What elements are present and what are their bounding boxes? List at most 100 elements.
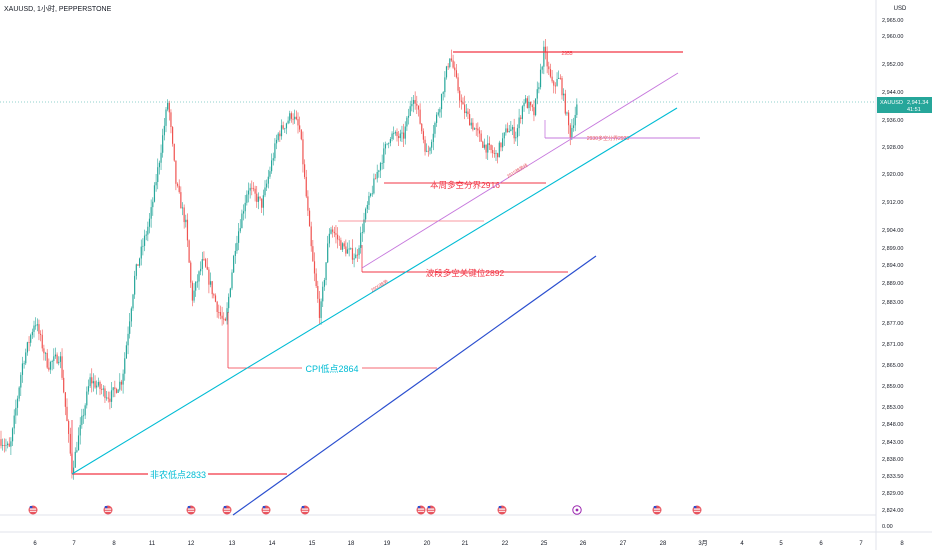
candle (41, 329, 43, 352)
level-2916[interactable]: 本周多空分界2916 (384, 180, 546, 190)
level-2833-nfp[interactable]: 非农低点2833 (71, 420, 287, 480)
candle (516, 124, 519, 147)
level-2864-cpi[interactable]: CPI低点2864 (227, 312, 437, 374)
economic-events[interactable] (28, 505, 702, 515)
time-label: 7 (72, 541, 76, 547)
candle (381, 154, 383, 170)
candle (11, 427, 14, 446)
candle (572, 117, 575, 132)
candle (505, 124, 507, 136)
time-label: 13 (229, 541, 236, 547)
candle (340, 237, 342, 251)
candle (249, 183, 251, 199)
candle (162, 128, 164, 158)
price-tick: 2,848.00 (882, 422, 903, 428)
candle (292, 113, 294, 125)
candle (477, 122, 479, 138)
candle (267, 169, 269, 189)
candle (135, 263, 137, 280)
candle (497, 152, 499, 164)
candle (313, 252, 316, 282)
event-flag-icon[interactable] (416, 505, 426, 515)
candle (106, 390, 108, 401)
time-label: 21 (462, 541, 469, 547)
candle (492, 145, 494, 158)
cyan-trendline[interactable] (71, 107, 678, 475)
blue-trendline[interactable] (232, 255, 597, 516)
candle (368, 191, 370, 210)
candle (308, 207, 311, 227)
candle (143, 229, 146, 252)
purple-trendline[interactable] (361, 72, 679, 269)
candle (142, 238, 144, 256)
candle (10, 437, 12, 455)
candle (452, 54, 454, 69)
candle (213, 292, 215, 299)
candle (79, 417, 81, 445)
candle (370, 192, 372, 198)
event-flag-icon[interactable] (692, 505, 702, 515)
candle (437, 108, 439, 117)
price-scale-ticks: 2,965.00 2,960.00 2,952.00 2,944.00 2,936.00… (882, 18, 903, 530)
level-2833-label: 非农低点2833 (150, 469, 206, 480)
candle (498, 140, 500, 158)
candle (376, 164, 378, 183)
candle (73, 460, 75, 480)
price-tick: 0.00 (882, 524, 893, 530)
candle (145, 230, 147, 241)
candle (358, 245, 360, 259)
candle (553, 80, 555, 94)
event-flag-icon[interactable] (222, 505, 232, 515)
event-flag-icon[interactable] (103, 505, 113, 515)
candle (391, 131, 393, 142)
candle (185, 214, 187, 228)
candle (465, 103, 467, 117)
current-price-value: 2,941.34 (907, 100, 928, 106)
candle (183, 204, 185, 229)
candle (388, 142, 390, 149)
candle (191, 280, 193, 307)
candle (16, 395, 19, 416)
candle (134, 270, 136, 299)
event-flag-icon[interactable] (652, 505, 662, 515)
candle (384, 141, 387, 155)
cyan-trendline-label: 2900趋势 (369, 278, 389, 294)
candle (495, 150, 497, 161)
candle (345, 239, 347, 257)
candle (467, 108, 469, 119)
candle (439, 107, 441, 119)
candle (436, 112, 438, 127)
price-tick: 2,944.00 (882, 90, 903, 96)
candle (389, 137, 391, 147)
event-purple-icon[interactable] (572, 505, 582, 515)
candle (147, 221, 149, 242)
event-flag-icon[interactable] (300, 505, 310, 515)
candle (190, 260, 192, 288)
level-2925[interactable]: 2930多空分界2925 (544, 120, 700, 142)
candle (117, 388, 119, 393)
candle (510, 121, 512, 132)
level-2925-label: 2930多空分界2925 (587, 135, 629, 142)
candle (97, 377, 99, 388)
time-label: 5 (779, 541, 783, 547)
level-2892[interactable]: 波段多空关键位2892 (361, 245, 568, 278)
event-flag-icon[interactable] (426, 505, 436, 515)
price-tick: 2,833.50 (882, 474, 903, 480)
candle (421, 123, 423, 134)
candle (320, 298, 322, 325)
price-tick: 2,824.00 (882, 508, 903, 514)
level-2955[interactable]: 2955 (453, 51, 683, 57)
candle (61, 348, 63, 380)
candle (54, 347, 57, 359)
event-flag-icon[interactable] (497, 505, 507, 515)
candle (180, 186, 182, 209)
event-flag-icon[interactable] (261, 505, 271, 515)
candle (31, 328, 33, 339)
candle (226, 302, 228, 325)
price-tick: 2,928.00 (882, 145, 903, 151)
candle (44, 351, 47, 361)
event-flag-icon[interactable] (28, 505, 38, 515)
candle (335, 224, 337, 244)
event-flag-icon[interactable] (186, 505, 196, 515)
